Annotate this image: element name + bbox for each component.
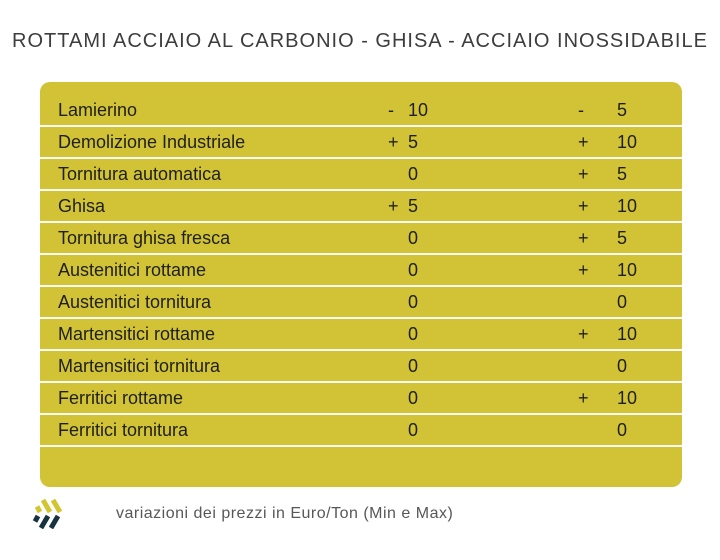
table-row: Austenitici rottame 0 +10 (40, 255, 682, 287)
row-label: Martensitici tornitura (58, 355, 221, 376)
table-row: Tornitura ghisa fresca 0 +5 (40, 223, 682, 255)
brand-chevron-logo-icon (32, 499, 63, 529)
max-sign: + (578, 387, 589, 408)
row-label: Ferritici tornitura (58, 419, 189, 440)
max-value: 0 (617, 291, 628, 312)
max-sign: + (578, 195, 589, 216)
table-row: Ferritici rottame 0 +10 (40, 383, 682, 415)
row-label: Tornitura automatica (58, 163, 222, 184)
min-value: 0 (408, 355, 419, 376)
max-value: 5 (617, 99, 628, 120)
row-label: Ghisa (58, 195, 106, 216)
max-sign: - (578, 99, 584, 120)
min-sign: + (388, 131, 399, 152)
row-label: Austenitici tornitura (58, 291, 212, 312)
max-value: 5 (617, 227, 628, 248)
min-value: 0 (408, 291, 419, 312)
max-value: 10 (617, 259, 638, 280)
min-value: 5 (408, 195, 419, 216)
min-sign: + (388, 195, 399, 216)
page-title: ROTTAMI ACCIAIO AL CARBONIO - GHISA - AC… (12, 30, 708, 52)
max-sign: + (578, 259, 589, 280)
units-caption: variazioni dei prezzi in Euro/Ton (Min e… (116, 505, 454, 522)
min-value: 5 (408, 131, 419, 152)
row-label: Demolizione Industriale (58, 131, 246, 152)
row-label: Lamierino (58, 99, 138, 120)
table-row: Demolizione Industriale +5 +10 (40, 127, 682, 159)
min-value: 0 (408, 227, 419, 248)
row-label: Tornitura ghisa fresca (58, 227, 231, 248)
row-label: Ferritici rottame (58, 387, 184, 408)
row-label: Austenitici rottame (58, 259, 207, 280)
table-row: Ferritici tornitura 0 0 (40, 415, 682, 447)
max-value: 10 (617, 387, 638, 408)
max-value: 10 (617, 195, 638, 216)
max-value: 0 (617, 355, 628, 376)
min-value: 0 (408, 259, 419, 280)
max-value: 10 (617, 323, 638, 344)
max-sign: + (578, 227, 589, 248)
min-value: 0 (408, 323, 419, 344)
table-row: Austenitici tornitura 0 0 (40, 287, 682, 319)
footer: variazioni dei prezzi in Euro/Ton (Min e… (32, 499, 720, 529)
min-value: 0 (408, 387, 419, 408)
table-row: Martensitici rottame 0 +10 (40, 319, 682, 351)
min-sign: - (388, 99, 394, 120)
table-row: Tornitura automatica 0 +5 (40, 159, 682, 191)
max-value: 10 (617, 131, 638, 152)
min-value: 0 (408, 419, 419, 440)
min-value: 10 (408, 99, 429, 120)
max-sign: + (578, 323, 589, 344)
max-value: 5 (617, 163, 628, 184)
max-value: 0 (617, 419, 628, 440)
row-label: Martensitici rottame (58, 323, 216, 344)
min-value: 0 (408, 163, 419, 184)
table-row: Ghisa +5 +10 (40, 191, 682, 223)
table-row: Martensitici tornitura 0 0 (40, 351, 682, 383)
max-sign: + (578, 131, 589, 152)
table-row: Lamierino -10-5 (40, 95, 682, 127)
max-sign: + (578, 163, 589, 184)
price-table: Lamierino -10-5 Demolizione Industriale +5 +… (40, 82, 682, 487)
